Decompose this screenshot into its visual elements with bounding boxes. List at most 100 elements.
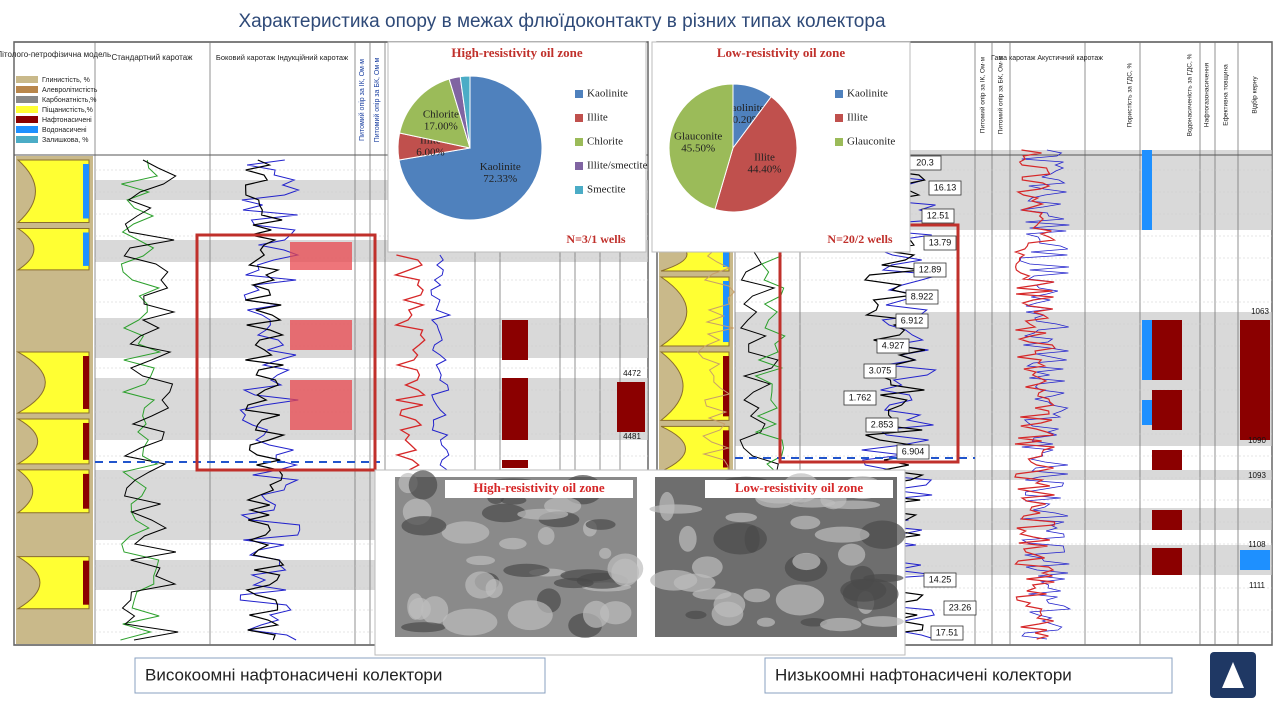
legend-swatch [835, 90, 843, 98]
zone-band [735, 470, 1272, 480]
annotation-text: 1.762 [849, 392, 872, 402]
slice-label: Kaolinite [724, 102, 765, 114]
legend-text: Kaolinite [847, 88, 888, 100]
pie-slice [398, 78, 471, 149]
legend-swatch [575, 162, 583, 170]
sand-body [16, 556, 90, 610]
sem-grain [678, 525, 697, 552]
caption-text: Низькоомні нафтонасичені колектори [775, 665, 1072, 684]
header-text: Боковий каротаж Індукційний каротаж [216, 53, 348, 62]
sand-body [659, 276, 730, 347]
log-curve [121, 159, 179, 641]
highlight-frame [195, 233, 377, 472]
sem-grain [599, 601, 632, 625]
slice-value: 44.40% [748, 163, 782, 175]
annotation-text: 6.912 [901, 315, 924, 325]
legend-swatch [16, 106, 38, 113]
sem-grain [850, 565, 875, 590]
sem-grain [553, 577, 594, 589]
annotation-text: 12.89 [919, 264, 942, 274]
annotation-text: 23.26 [949, 602, 972, 612]
sand-body [16, 469, 90, 514]
sem-grain [485, 579, 503, 599]
sem-label: High-resistivity oil zone [473, 480, 604, 495]
sem-label-bg [705, 480, 893, 498]
log-curve [1013, 149, 1057, 640]
legend-text: Нафтонасичені [42, 116, 92, 124]
annotation-box [928, 180, 962, 196]
sem-grain [401, 622, 446, 633]
oil-column [1152, 548, 1182, 575]
sem-label: Low-resistivity oil zone [735, 480, 864, 495]
legend-swatch [575, 114, 583, 122]
slice-value: 72.33% [483, 173, 517, 185]
header-text: Ефективна товщина [1223, 64, 1230, 126]
sem-grain [481, 503, 526, 523]
header-text: Нафтогазонасичення [1204, 62, 1211, 127]
legend-text: Glauconite [847, 136, 895, 148]
legend-text: Алевролітистість [42, 86, 98, 94]
oil-column [1152, 320, 1182, 380]
pie-slice [714, 95, 798, 213]
header-text: Пористість за ГДС, % [1126, 62, 1134, 127]
oil-column [502, 460, 528, 468]
header-text: Літолого-петрофізична модель [0, 50, 111, 59]
sem-grain [442, 608, 498, 636]
sem-grain [537, 527, 555, 545]
legend-swatch [575, 90, 583, 98]
legend-text: Illite/smectite [587, 160, 648, 172]
slice-value: 45.50% [681, 143, 715, 155]
sem-grain [792, 552, 821, 571]
sem-grain [585, 519, 616, 530]
fluid-marker [723, 241, 729, 267]
fluid-marker [723, 356, 729, 417]
legend-swatch [835, 114, 843, 122]
sand-body [16, 351, 90, 414]
sem-label-bg [445, 480, 633, 498]
sem-grain [441, 521, 490, 544]
header-text: Відбір керну [1251, 76, 1259, 114]
header-text: Водонасиченість за ГДС, % [1186, 53, 1194, 136]
legend-text: Kaolinite [587, 88, 628, 100]
water-column [1142, 150, 1152, 230]
sem-grain [685, 610, 707, 620]
sem-grain [691, 556, 723, 578]
annotation-box [923, 572, 957, 588]
caption-text: Високоомні нафтонасичені колектори [145, 665, 442, 684]
depth-label: 1090 [1248, 436, 1266, 445]
header-text: Стандартний каротаж [111, 53, 193, 62]
nav-icon[interactable] [1210, 652, 1256, 698]
annotation-text: 17.51 [936, 627, 959, 637]
legend-swatch [835, 138, 843, 146]
depth-bar [617, 382, 645, 432]
fluid-marker [83, 422, 89, 460]
legend-text: Chlorite [587, 136, 623, 148]
fluid-marker [83, 164, 89, 219]
header-text: Питомий опір за БК, Ом·м [997, 55, 1005, 134]
annotation-box [896, 444, 930, 460]
high-resistivity-fill [290, 320, 352, 350]
annotation-box [865, 417, 899, 433]
pie-slice [668, 83, 734, 211]
sem-grain [725, 512, 757, 523]
depth-label: 4481 [623, 432, 641, 441]
annotation-text: 14.25 [929, 574, 952, 584]
oil-column [1152, 450, 1182, 470]
header-text: Гама каротаж Акустичний каротаж [991, 54, 1103, 62]
annotation-box [876, 338, 910, 354]
high-resistivity-fill [290, 380, 352, 430]
depth-bar [1240, 550, 1270, 570]
sem-grain [711, 601, 744, 626]
chart-title: High-resistivity oil zone [451, 45, 582, 60]
oil-column [1152, 510, 1182, 530]
sem-grain [649, 504, 703, 514]
annotation-box [905, 289, 939, 305]
annotation-box [895, 313, 929, 329]
sem-grain [507, 600, 553, 631]
sem-grain [466, 555, 496, 566]
legend-text: Залишкова, % [42, 137, 88, 144]
sem-grain [819, 617, 862, 632]
legend-swatch [16, 76, 38, 83]
depth-label: 4472 [623, 369, 641, 378]
